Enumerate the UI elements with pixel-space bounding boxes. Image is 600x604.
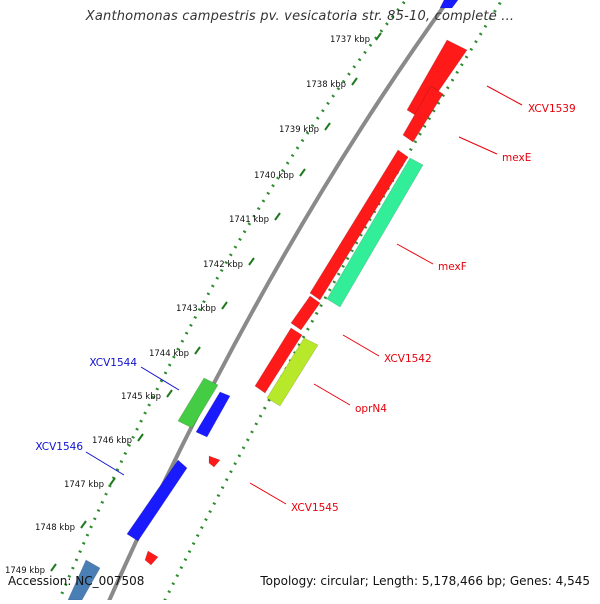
gene-small-red-block <box>144 550 159 566</box>
gene-xcv1539-block <box>406 39 468 119</box>
tick-mark <box>50 563 57 572</box>
tick-label: 1749 kbp <box>5 566 45 576</box>
tick-label: 1743 kbp <box>176 304 216 314</box>
tick-mark <box>80 520 87 529</box>
gene-oprn4-red-block <box>254 327 303 394</box>
tick-mark <box>166 389 173 398</box>
gene-oprn4-companion <box>266 337 319 407</box>
tick-mark <box>351 77 358 86</box>
tick-label: 1738 kbp <box>306 80 346 90</box>
tick-label: 1745 kbp <box>121 392 161 402</box>
tick-mark <box>221 301 228 310</box>
gene-leader-line <box>458 136 498 155</box>
tick-mark <box>299 168 306 177</box>
gene-leader-line <box>140 366 180 391</box>
gene-label: XCV1545 <box>291 502 339 514</box>
gene-leader-line <box>396 243 434 265</box>
gene-label: XCV1546 <box>35 441 83 453</box>
gene-mexf-block <box>309 149 409 301</box>
gene-mexe-block <box>402 85 444 143</box>
tick-mark <box>248 257 255 266</box>
genome-title: Xanthomonas campestris pv. vesicatoria s… <box>85 9 515 24</box>
gene-label: XCV1542 <box>384 353 432 365</box>
tick-label: 1740 kbp <box>254 171 294 181</box>
gene-label: mexE <box>502 152 531 164</box>
gene-xcv1544-companion <box>177 377 219 429</box>
gene-xcv1542-block <box>290 295 321 331</box>
tick-label: 1741 kbp <box>229 215 269 225</box>
accession-label: Accession: NC_007508 <box>8 574 145 588</box>
tick-mark <box>137 433 144 442</box>
gene-leader-line <box>313 383 351 406</box>
gene-top-blue-block <box>439 0 459 9</box>
tick-mark <box>375 32 382 41</box>
tick-label: 1747 kbp <box>64 480 104 490</box>
gene-mexf-companion <box>326 157 424 308</box>
gene-label: oprN4 <box>355 403 387 415</box>
gene-label: XCV1539 <box>528 103 576 115</box>
tick-label: 1748 kbp <box>35 523 75 533</box>
tick-label: 1742 kbp <box>203 260 243 270</box>
tick-label: 1744 kbp <box>149 349 189 359</box>
gene-xcv1546-block <box>126 459 188 542</box>
tick-mark <box>194 346 201 355</box>
genome-summary: Topology: circular; Length: 5,178,466 bp… <box>260 574 590 588</box>
tick-label: 1746 kbp <box>92 436 132 446</box>
gene-xcv1545-block <box>208 455 221 468</box>
tick-mark <box>274 212 281 221</box>
gene-label: mexF <box>438 261 467 273</box>
gene-leader-line <box>342 334 380 357</box>
tick-mark <box>324 122 331 131</box>
tick-label: 1737 kbp <box>330 35 370 45</box>
inner-tick-ring <box>55 0 408 604</box>
outer-tick-ring <box>161 0 504 604</box>
tick-label: 1739 kbp <box>279 125 319 135</box>
gene-leader-line <box>249 482 287 505</box>
gene-leader-line <box>85 451 125 476</box>
gene-leader-line <box>486 85 523 106</box>
gene-xcv1544-block <box>195 391 231 438</box>
tick-mark <box>109 477 116 486</box>
gene-label: XCV1544 <box>89 357 137 369</box>
